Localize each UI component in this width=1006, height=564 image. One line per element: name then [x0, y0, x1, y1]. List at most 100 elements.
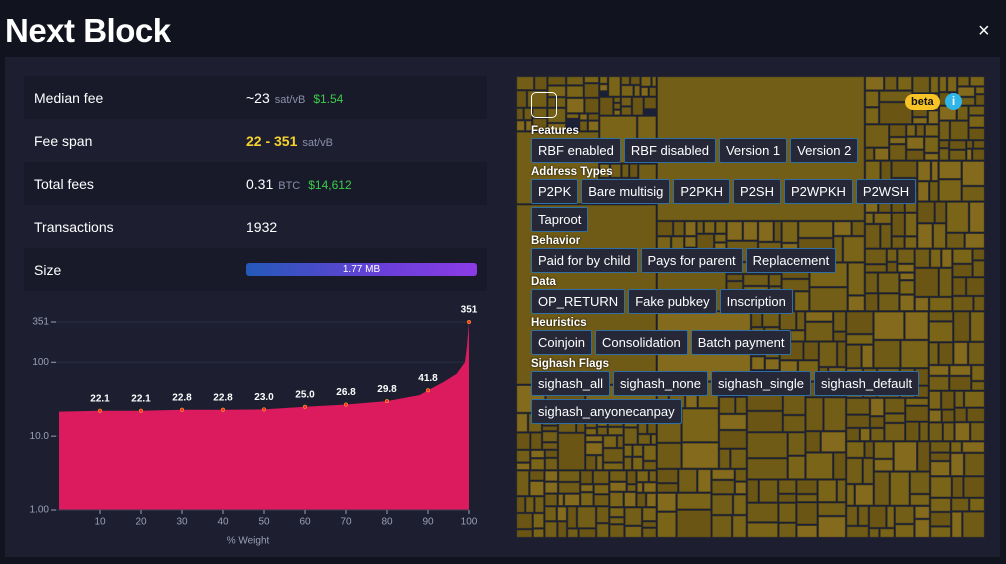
tx-block: [765, 359, 779, 370]
tx-block: [783, 415, 805, 432]
tx-block: [965, 233, 985, 248]
filter-tag[interactable]: Version 2: [790, 138, 859, 163]
tx-block: [610, 492, 623, 507]
filter-tag[interactable]: Taproot: [531, 207, 589, 232]
tx-block: [637, 482, 643, 493]
tx-block: [834, 453, 846, 479]
tx-block: [685, 236, 696, 247]
unit: sat/vB: [302, 136, 333, 149]
fee-point: [425, 388, 431, 393]
filter-tag[interactable]: Bare multisig: [581, 179, 671, 204]
tx-block: [797, 525, 817, 538]
tx-block: [957, 106, 968, 120]
tag-list: RBF enabled RBF disabled Version 1 Version …: [531, 138, 927, 163]
tx-block: [972, 381, 985, 390]
tx-block: [969, 106, 985, 115]
filter-tag[interactable]: RBF enabled: [531, 138, 621, 163]
filter-tag[interactable]: sighash_none: [613, 371, 709, 396]
tx-block: [878, 273, 899, 293]
tx-block: [608, 76, 621, 97]
tx-block: [880, 528, 894, 538]
tx-block: [782, 221, 798, 243]
filter-tag[interactable]: P2WSH: [855, 179, 917, 204]
tx-block: [712, 469, 735, 480]
tx-block: [649, 471, 656, 482]
filter-tag[interactable]: Batch payment: [690, 330, 792, 355]
fee-point: [220, 407, 226, 412]
tx-block: [885, 414, 905, 423]
tx-block: [915, 297, 929, 311]
tx-block: [973, 249, 985, 260]
info-icon[interactable]: i: [945, 93, 962, 110]
filter-tag[interactable]: Inscription: [719, 289, 793, 314]
tx-block: [530, 471, 544, 480]
tx-block: [865, 442, 874, 458]
filter-tag[interactable]: P2SH: [733, 179, 781, 204]
filter-tag[interactable]: Coinjoin: [531, 330, 592, 355]
goggles-icon[interactable]: [531, 92, 557, 118]
filter-tag[interactable]: Pays for parent: [640, 248, 743, 273]
tx-block: [821, 431, 846, 452]
filter-tag[interactable]: RBF disabled: [623, 138, 716, 163]
filter-tag[interactable]: Version 1: [718, 138, 788, 163]
filter-tag[interactable]: Fake pubkey: [628, 289, 717, 314]
tx-block: [516, 471, 529, 496]
tx-block: [913, 117, 927, 124]
tx-block: [588, 121, 599, 131]
filter-group-title: Address Types: [531, 166, 613, 178]
filter-tag[interactable]: Consolidation: [594, 330, 688, 355]
beta-badge: beta: [905, 94, 940, 110]
tx-block: [534, 76, 547, 90]
tx-block: [643, 445, 656, 461]
filter-tag[interactable]: sighash_anyonecanpay: [531, 399, 682, 424]
tx-block: [790, 331, 805, 341]
tx-block: [545, 471, 558, 481]
value-label: 22.1: [131, 393, 151, 404]
filter-tag[interactable]: P2PKH: [673, 179, 731, 204]
tx-block: [972, 149, 985, 160]
tx-block: [846, 484, 854, 506]
filter-tag[interactable]: P2PK: [531, 179, 579, 204]
tx-block: [630, 164, 638, 178]
filter-tag[interactable]: OP_RETURN: [531, 289, 626, 314]
filter-tag[interactable]: Paid for by child: [531, 248, 638, 273]
filter-tag[interactable]: P2WPKH: [784, 179, 853, 204]
tx-block: [679, 469, 697, 492]
filter-tag[interactable]: sighash_all: [531, 371, 611, 396]
tx-block: [603, 448, 623, 462]
tx-block: [930, 477, 952, 498]
filter-tag[interactable]: sighash_single: [711, 371, 812, 396]
x-tick-label: 50: [258, 517, 270, 528]
tx-block: [824, 397, 846, 431]
tx-block: [892, 237, 904, 248]
tx-block: [657, 469, 678, 483]
tx-block: [950, 121, 968, 140]
tx-block: [913, 76, 930, 93]
tx-block: [596, 455, 603, 470]
close-button[interactable]: ×: [978, 20, 990, 42]
tx-block: [580, 492, 593, 506]
tx-block: [747, 458, 787, 479]
tx-block: [624, 445, 632, 457]
tx-block: [967, 140, 973, 148]
tx-block: [933, 223, 946, 248]
tx-block: [769, 274, 781, 286]
tx-block: [633, 445, 643, 457]
tx-block: [548, 76, 566, 85]
filter-tag[interactable]: Replacement: [745, 248, 837, 273]
tx-block: [846, 415, 870, 428]
tx-block: [947, 76, 957, 92]
tx-block: [946, 202, 969, 233]
tx-block: [751, 356, 765, 370]
stat-label: Median fee: [34, 89, 104, 106]
tx-block: [677, 493, 711, 509]
filter-tag[interactable]: sighash_default: [814, 371, 920, 396]
value-label: 25.0: [295, 389, 315, 400]
tx-block: [942, 249, 952, 268]
tx-block: [774, 221, 781, 242]
tx-block: [733, 495, 747, 515]
tx-block: [797, 312, 805, 330]
tx-block: [906, 150, 924, 160]
tx-block: [625, 526, 642, 538]
fee-point: [302, 404, 308, 409]
